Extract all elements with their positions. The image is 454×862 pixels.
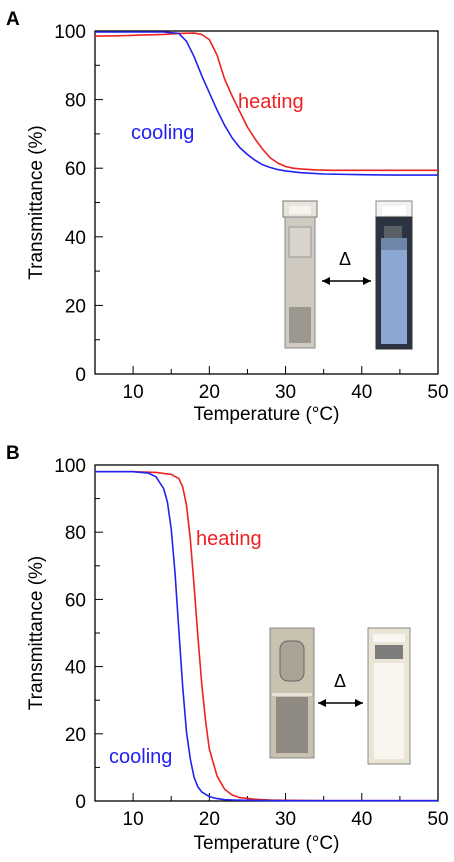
x-tick-label: 40	[351, 382, 372, 403]
x-tick-label: 20	[199, 809, 220, 830]
y-tick-label: 80	[65, 523, 86, 544]
y-tick-label: 80	[65, 91, 86, 112]
y-axis-label: Transmittance (%)	[26, 556, 47, 711]
delta-label-a: Δ	[339, 249, 351, 269]
cuvette-cooling-photo-a	[375, 200, 413, 350]
series-line-cooling	[95, 470, 438, 802]
x-tick-label: 50	[427, 809, 448, 830]
x-tick-label: 10	[123, 382, 144, 403]
delta-label-b: Δ	[334, 671, 346, 691]
chart-panel-a: A 10 20 30 40 50 0 20 40 60 80 100 Temperature (°C)…	[6, 9, 449, 425]
chart-b-svg: B 10 20 30 40 50 0 20 40 60 80 100 Temperature (°C)…	[6, 443, 449, 854]
panel-label-a: A	[6, 9, 20, 30]
y-tick-label: 40	[65, 228, 86, 249]
cuvette-cooling-photo-b	[367, 627, 411, 765]
x-axis-label: Temperature (°C)	[194, 404, 340, 425]
y-tick-label: 60	[65, 590, 86, 611]
y-tick-label: 20	[65, 296, 86, 317]
y-tick-label: 100	[54, 456, 86, 477]
y-tick-label: 100	[54, 22, 86, 43]
y-tick-label: 60	[65, 159, 86, 180]
x-tick-label: 40	[351, 809, 372, 830]
chart-a-svg: A 10 20 30 40 50 0 20 40 60 80 100 Temperature (°C)…	[6, 9, 449, 425]
x-tick-label: 10	[123, 809, 144, 830]
x-axis-label: Temperature (°C)	[194, 833, 340, 854]
x-tick-label: 30	[275, 809, 296, 830]
cuvette-heating-photo-a	[282, 200, 318, 349]
series-line-cooling	[95, 31, 438, 176]
inset-a: Δ	[282, 200, 413, 350]
y-tick-label: 20	[65, 725, 86, 746]
series-label-heating: heating	[238, 91, 304, 113]
y-tick-label: 40	[65, 658, 86, 679]
y-tick-label: 0	[75, 365, 86, 386]
panel-label-b: B	[6, 443, 20, 464]
series-label-heating: heating	[196, 528, 262, 550]
series-label-cooling: cooling	[131, 122, 194, 144]
chart-b-plot: 10 20 30 40 50 0 20 40 60 80 100 Temperature (°C) Tr…	[26, 456, 449, 854]
chart-panel-b: B 10 20 30 40 50 0 20 40 60 80 100 Temperature (°C)…	[0, 431, 454, 862]
inset-b: Δ	[269, 627, 411, 765]
chart-a-plot: 10 20 30 40 50 0 20 40 60 80 100 Temperature (°C) Tr…	[26, 22, 449, 425]
double-arrow-b	[318, 699, 363, 707]
series-label-cooling: cooling	[109, 746, 172, 768]
cuvette-heating-photo-b	[269, 627, 315, 759]
x-tick-label: 50	[427, 382, 448, 403]
x-tick-label: 30	[275, 382, 296, 403]
y-axis-label: Transmittance (%)	[26, 125, 47, 280]
double-arrow-a	[322, 277, 371, 285]
x-tick-label: 20	[199, 382, 220, 403]
y-tick-label: 0	[75, 792, 86, 813]
